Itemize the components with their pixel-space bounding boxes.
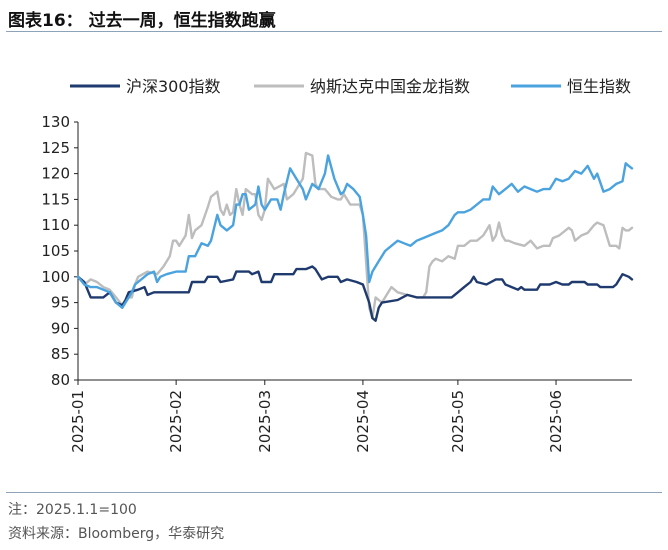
line-chart: 沪深300指数 纳斯达克中国金龙指数 恒生指数 130 125 120 115 110 105… <box>41 77 634 453</box>
legend-label-0: 沪深300指数 <box>126 77 221 96</box>
title-divider <box>6 31 662 32</box>
x-axis: 2025-01 2025-02 2025-03 2025-04 2025-05 2025-… <box>69 379 632 453</box>
legend-label-1: 纳斯达克中国金龙指数 <box>310 77 470 96</box>
chart-legend: 沪深300指数 纳斯达克中国金龙指数 恒生指数 <box>70 77 631 96</box>
y-tick-label: 125 <box>41 139 70 157</box>
x-tick-label: 2025-03 <box>256 390 274 453</box>
series-line-2 <box>76 154 634 309</box>
y-tick-label: 100 <box>41 268 70 286</box>
y-tick-label: 110 <box>41 216 70 234</box>
x-tick-label: 2025-06 <box>547 390 565 453</box>
x-tick-label: 2025-04 <box>354 390 372 453</box>
base-note: 注：2025.1.1=100 <box>8 502 137 518</box>
x-tick-label: 2025-05 <box>449 390 467 453</box>
y-tick-label: 80 <box>51 371 70 389</box>
y-tick-label: 115 <box>41 190 70 208</box>
y-tick-label: 95 <box>51 294 70 312</box>
y-tick-label: 85 <box>51 345 70 363</box>
legend-label-2: 恒生指数 <box>567 77 631 96</box>
source-note: 资料来源：Bloomberg，华泰研究 <box>8 526 225 542</box>
y-tick-label: 90 <box>51 319 70 337</box>
x-tick-label: 2025-01 <box>69 390 87 453</box>
figure-title: 图表16： 过去一周，恒生指数跑赢 <box>8 11 276 31</box>
y-tick-label: 120 <box>41 165 70 183</box>
x-tick-label: 2025-02 <box>167 390 185 453</box>
footer-divider <box>6 492 662 493</box>
plot-area <box>76 151 634 322</box>
y-axis: 130 125 120 115 110 105 100 95 90 85 80 <box>41 113 79 389</box>
y-tick-label: 105 <box>41 242 70 260</box>
series-line-0 <box>76 265 634 322</box>
series-line-1 <box>76 151 634 320</box>
y-tick-label: 130 <box>41 113 70 131</box>
